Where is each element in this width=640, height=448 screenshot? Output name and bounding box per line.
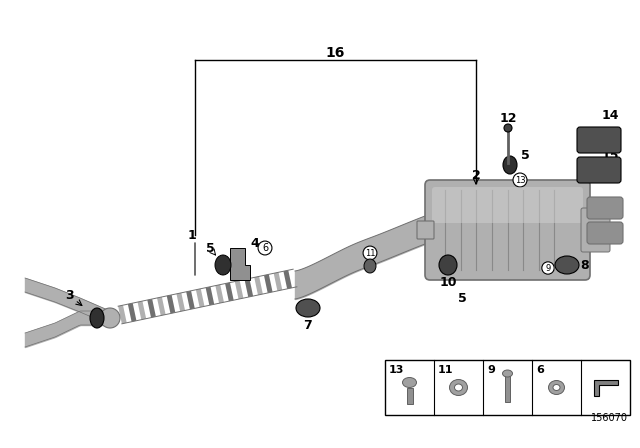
Ellipse shape [364,259,376,273]
FancyBboxPatch shape [577,127,621,153]
Text: 12: 12 [499,112,516,125]
Polygon shape [147,299,156,318]
Ellipse shape [504,124,512,132]
Text: 4: 4 [251,237,259,250]
Text: 1: 1 [188,228,196,241]
Polygon shape [284,270,292,289]
FancyBboxPatch shape [577,157,621,183]
Text: 16: 16 [325,46,345,60]
FancyBboxPatch shape [587,197,623,219]
FancyBboxPatch shape [432,187,583,223]
FancyBboxPatch shape [425,180,590,280]
Text: 6: 6 [536,365,544,375]
Text: 156070: 156070 [591,413,628,423]
Ellipse shape [449,379,467,396]
Text: 2: 2 [472,168,481,181]
Polygon shape [167,295,175,314]
Text: 3: 3 [66,289,74,302]
Ellipse shape [548,380,564,395]
Circle shape [100,308,120,328]
Text: 9: 9 [545,263,550,272]
Text: 9: 9 [487,365,495,375]
Bar [505,374,510,401]
Ellipse shape [555,256,579,274]
Text: 7: 7 [303,319,312,332]
Ellipse shape [296,299,320,317]
Text: 6: 6 [262,243,268,253]
Polygon shape [138,301,146,320]
Polygon shape [235,280,243,299]
Polygon shape [216,284,224,303]
Text: 15: 15 [601,148,619,161]
Text: 5: 5 [520,148,529,161]
Bar [406,388,413,404]
Text: 13: 13 [515,176,525,185]
Polygon shape [196,289,205,307]
Polygon shape [593,379,618,396]
Ellipse shape [503,156,517,174]
Text: 5: 5 [458,292,467,305]
Ellipse shape [439,255,457,275]
Polygon shape [274,272,282,291]
Polygon shape [230,248,250,280]
Polygon shape [186,291,195,310]
Text: 8: 8 [580,258,589,271]
Text: 5: 5 [205,241,214,254]
Ellipse shape [403,378,417,388]
Polygon shape [177,293,185,311]
FancyBboxPatch shape [385,360,630,415]
Ellipse shape [90,308,104,328]
Polygon shape [157,297,166,315]
Polygon shape [244,279,253,297]
Polygon shape [225,283,234,301]
Ellipse shape [553,384,560,391]
Polygon shape [118,305,127,324]
Ellipse shape [454,384,463,391]
Ellipse shape [502,370,513,377]
FancyBboxPatch shape [417,221,434,239]
Polygon shape [264,274,273,293]
Polygon shape [254,276,263,295]
Ellipse shape [215,255,231,275]
Polygon shape [128,303,136,322]
FancyBboxPatch shape [587,222,623,244]
Polygon shape [205,287,214,305]
Text: 14: 14 [601,108,619,121]
Text: 11: 11 [438,365,454,375]
FancyBboxPatch shape [581,208,610,252]
Text: 13: 13 [389,365,404,375]
Text: 11: 11 [365,249,375,258]
Text: 10: 10 [439,276,457,289]
